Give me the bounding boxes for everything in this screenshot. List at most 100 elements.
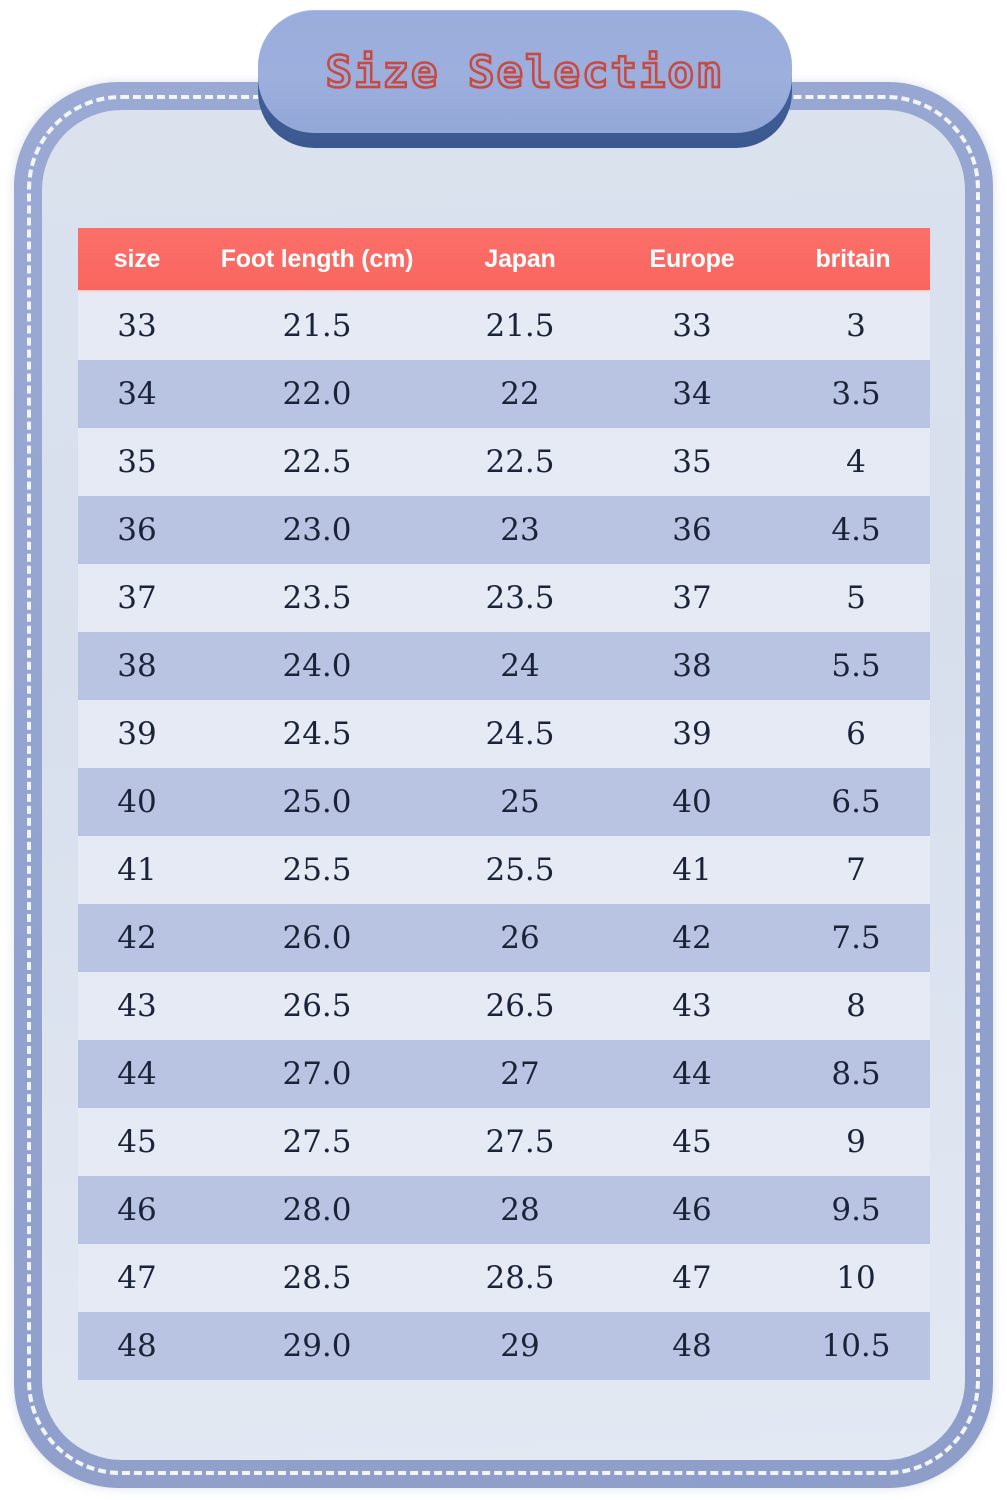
cell-britain: 7.5 (782, 904, 930, 972)
column-header-japan: Japan (438, 228, 602, 292)
cell-size: 39 (78, 700, 196, 768)
cell-japan: 27.5 (438, 1108, 602, 1176)
cell-size: 45 (78, 1108, 196, 1176)
cell-britain: 8 (782, 972, 930, 1040)
cell-japan: 26.5 (438, 972, 602, 1040)
cell-foot-length: 27.0 (196, 1040, 438, 1108)
cell-britain: 10.5 (782, 1312, 930, 1380)
cell-britain: 10 (782, 1244, 930, 1312)
cell-britain: 3 (782, 291, 930, 360)
cell-size: 44 (78, 1040, 196, 1108)
column-header-foot-length: Foot length (cm) (196, 228, 438, 292)
cell-europe: 34 (602, 360, 782, 428)
cell-japan: 24.5 (438, 700, 602, 768)
cell-foot-length: 22.0 (196, 360, 438, 428)
cell-japan: 22 (438, 360, 602, 428)
cell-foot-length: 28.5 (196, 1244, 438, 1312)
cell-japan: 23 (438, 496, 602, 564)
cell-europe: 41 (602, 836, 782, 904)
table-row: 40 25.0 25 40 6.5 (78, 768, 930, 836)
column-header-britain: britain (782, 228, 930, 292)
table-row: 42 26.0 26 42 7.5 (78, 904, 930, 972)
cell-europe: 45 (602, 1108, 782, 1176)
cell-size: 37 (78, 564, 196, 632)
cell-size: 35 (78, 428, 196, 496)
table-header: size Foot length (cm) Japan Europe brita… (78, 228, 930, 292)
cell-japan: 21.5 (438, 291, 602, 360)
cell-britain: 5.5 (782, 632, 930, 700)
table-row: 37 23.5 23.5 37 5 (78, 564, 930, 632)
cell-size: 47 (78, 1244, 196, 1312)
cell-britain: 9.5 (782, 1176, 930, 1244)
cell-foot-length: 23.0 (196, 496, 438, 564)
cell-japan: 23.5 (438, 564, 602, 632)
table-row: 44 27.0 27 44 8.5 (78, 1040, 930, 1108)
cell-britain: 4.5 (782, 496, 930, 564)
cell-europe: 40 (602, 768, 782, 836)
table-row: 43 26.5 26.5 43 8 (78, 972, 930, 1040)
table-row: 46 28.0 28 46 9.5 (78, 1176, 930, 1244)
cell-britain: 5 (782, 564, 930, 632)
cell-size: 33 (78, 291, 196, 360)
cell-britain: 3.5 (782, 360, 930, 428)
table-row: 41 25.5 25.5 41 7 (78, 836, 930, 904)
table-row: 48 29.0 29 48 10.5 (78, 1312, 930, 1380)
cell-size: 40 (78, 768, 196, 836)
cell-europe: 46 (602, 1176, 782, 1244)
column-header-size: size (78, 228, 196, 292)
cell-size: 36 (78, 496, 196, 564)
cell-size: 46 (78, 1176, 196, 1244)
cell-japan: 25.5 (438, 836, 602, 904)
cell-japan: 28 (438, 1176, 602, 1244)
cell-foot-length: 24.5 (196, 700, 438, 768)
cell-britain: 8.5 (782, 1040, 930, 1108)
cell-japan: 22.5 (438, 428, 602, 496)
cell-europe: 44 (602, 1040, 782, 1108)
cell-japan: 29 (438, 1312, 602, 1380)
cell-foot-length: 29.0 (196, 1312, 438, 1380)
title-banner: Size Selection (258, 10, 792, 133)
column-header-europe: Europe (602, 228, 782, 292)
cell-size: 42 (78, 904, 196, 972)
table-body: 33 21.5 21.5 33 3 34 22.0 22 34 3.5 35 22.5 22.5 35 4 3… (78, 291, 930, 1380)
cell-europe: 39 (602, 700, 782, 768)
cell-europe: 35 (602, 428, 782, 496)
cell-europe: 43 (602, 972, 782, 1040)
cell-foot-length: 26.0 (196, 904, 438, 972)
cell-japan: 27 (438, 1040, 602, 1108)
cell-foot-length: 22.5 (196, 428, 438, 496)
cell-japan: 25 (438, 768, 602, 836)
cell-size: 34 (78, 360, 196, 428)
cell-size: 41 (78, 836, 196, 904)
cell-europe: 38 (602, 632, 782, 700)
table-row: 33 21.5 21.5 33 3 (78, 291, 930, 360)
cell-japan: 24 (438, 632, 602, 700)
cell-size: 38 (78, 632, 196, 700)
cell-foot-length: 21.5 (196, 291, 438, 360)
cell-britain: 6 (782, 700, 930, 768)
cell-britain: 6.5 (782, 768, 930, 836)
cell-europe: 36 (602, 496, 782, 564)
table-row: 35 22.5 22.5 35 4 (78, 428, 930, 496)
cell-britain: 9 (782, 1108, 930, 1176)
cell-europe: 48 (602, 1312, 782, 1380)
table-row: 38 24.0 24 38 5.5 (78, 632, 930, 700)
cell-foot-length: 28.0 (196, 1176, 438, 1244)
cell-foot-length: 24.0 (196, 632, 438, 700)
cell-foot-length: 27.5 (196, 1108, 438, 1176)
cell-japan: 26 (438, 904, 602, 972)
cell-japan: 28.5 (438, 1244, 602, 1312)
cell-britain: 7 (782, 836, 930, 904)
table-row: 39 24.5 24.5 39 6 (78, 700, 930, 768)
cell-europe: 47 (602, 1244, 782, 1312)
table-row: 47 28.5 28.5 47 10 (78, 1244, 930, 1312)
cell-europe: 42 (602, 904, 782, 972)
cell-britain: 4 (782, 428, 930, 496)
cell-size: 43 (78, 972, 196, 1040)
table-row: 45 27.5 27.5 45 9 (78, 1108, 930, 1176)
cell-foot-length: 23.5 (196, 564, 438, 632)
cell-size: 48 (78, 1312, 196, 1380)
cell-foot-length: 26.5 (196, 972, 438, 1040)
table-row: 36 23.0 23 36 4.5 (78, 496, 930, 564)
cell-foot-length: 25.0 (196, 768, 438, 836)
